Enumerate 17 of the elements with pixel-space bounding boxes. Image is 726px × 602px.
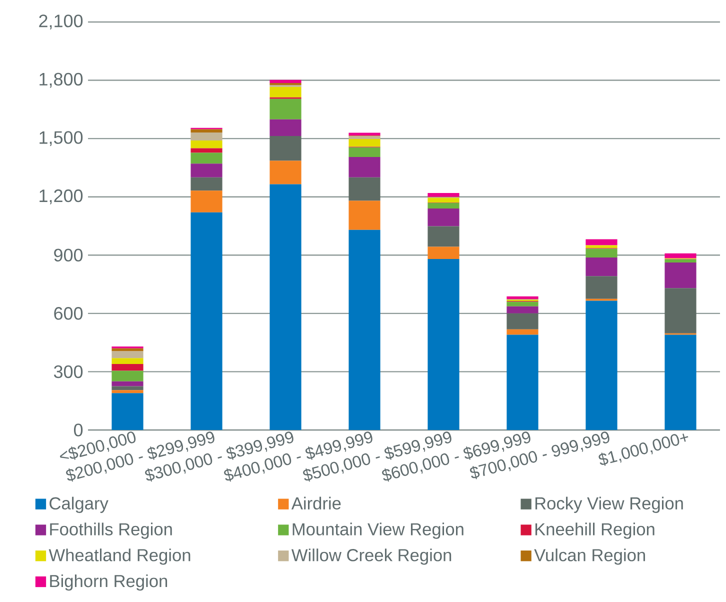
legend-label: Foothills Region [50, 522, 172, 539]
legend-label: Airdrie [291, 496, 341, 510]
y-tick-label: 1,800 [40, 72, 83, 88]
legend-label: Mountain View Region [292, 522, 464, 539]
legend-label: Wheatland Region [48, 548, 190, 565]
legend-label: Rocky View Region [535, 496, 683, 513]
y-tick-label: 600 [54, 307, 83, 320]
y-tick-label: 900 [54, 248, 83, 262]
legend-label: Vulcan Region [534, 548, 645, 565]
legend-label: Kneehill Region [535, 522, 654, 539]
y-tick-label: 2,100 [39, 14, 83, 30]
legend-label: Bighorn Region [50, 574, 168, 591]
legend-label: Willow Creek Region [291, 548, 452, 565]
y-tick-label: 300 [54, 365, 83, 378]
y-tick-label: 1,500 [40, 131, 83, 146]
legend-label: Calgary [50, 496, 108, 513]
y-tick-label: 1,200 [40, 189, 83, 204]
